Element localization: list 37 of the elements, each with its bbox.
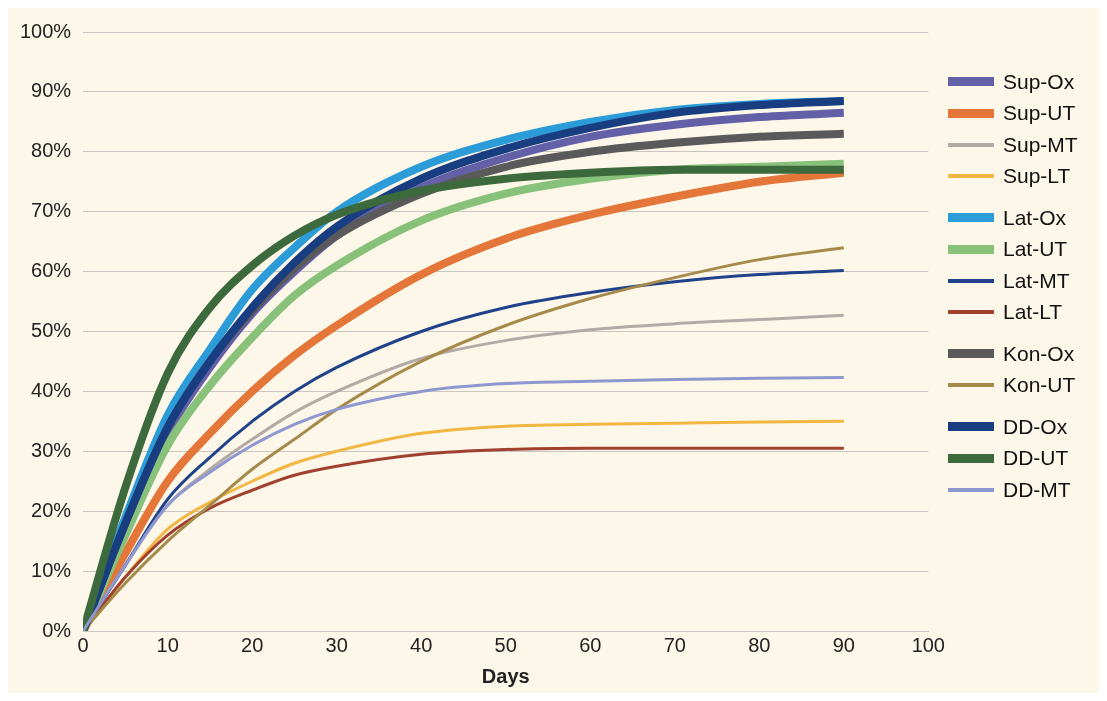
y-tick-label: 0% — [42, 618, 72, 641]
x-tick-label: 100 — [911, 633, 945, 656]
x-tick-label: 0 — [77, 633, 89, 656]
legend-label: Kon-Ox — [1003, 341, 1075, 366]
legend-label: Lat-LT — [1003, 300, 1063, 325]
x-tick-label: 10 — [156, 633, 179, 656]
x-tick-label: 80 — [748, 633, 771, 656]
y-tick-label: 10% — [31, 558, 72, 581]
legend-label: Sup-UT — [1003, 101, 1076, 126]
x-axis-title: Days — [481, 664, 530, 687]
legend-label: Sup-MT — [1003, 132, 1078, 157]
legend-label: Lat-Ox — [1003, 205, 1067, 230]
x-tick-label: 70 — [663, 633, 686, 656]
y-tick-label: 100% — [20, 19, 72, 42]
x-tick-label: 60 — [579, 633, 602, 656]
legend-label: DD-UT — [1003, 446, 1069, 471]
x-tick-label: 90 — [832, 633, 855, 656]
x-tick-label: 40 — [410, 633, 433, 656]
y-tick-label: 70% — [31, 199, 72, 222]
y-tick-label: 30% — [31, 438, 72, 461]
legend-label: DD-Ox — [1003, 414, 1068, 439]
legend-label: DD-MT — [1003, 477, 1071, 502]
y-tick-label: 60% — [31, 259, 72, 282]
x-tick-label: 50 — [494, 633, 517, 656]
legend-label: Sup-Ox — [1003, 69, 1075, 94]
y-tick-label: 20% — [31, 498, 72, 521]
x-tick-label: 30 — [325, 633, 348, 656]
legend-label: Kon-UT — [1003, 373, 1076, 398]
y-tick-label: 80% — [31, 139, 72, 162]
legend-label: Sup-LT — [1003, 164, 1071, 189]
legend-label: Lat-UT — [1003, 237, 1068, 262]
y-tick-label: 90% — [31, 79, 72, 102]
y-tick-label: 40% — [31, 378, 72, 401]
line-series — [83, 376, 846, 631]
x-tick-label: 20 — [241, 633, 264, 656]
legend-label: Lat-MT — [1003, 268, 1070, 293]
y-tick-label: 50% — [31, 319, 72, 342]
